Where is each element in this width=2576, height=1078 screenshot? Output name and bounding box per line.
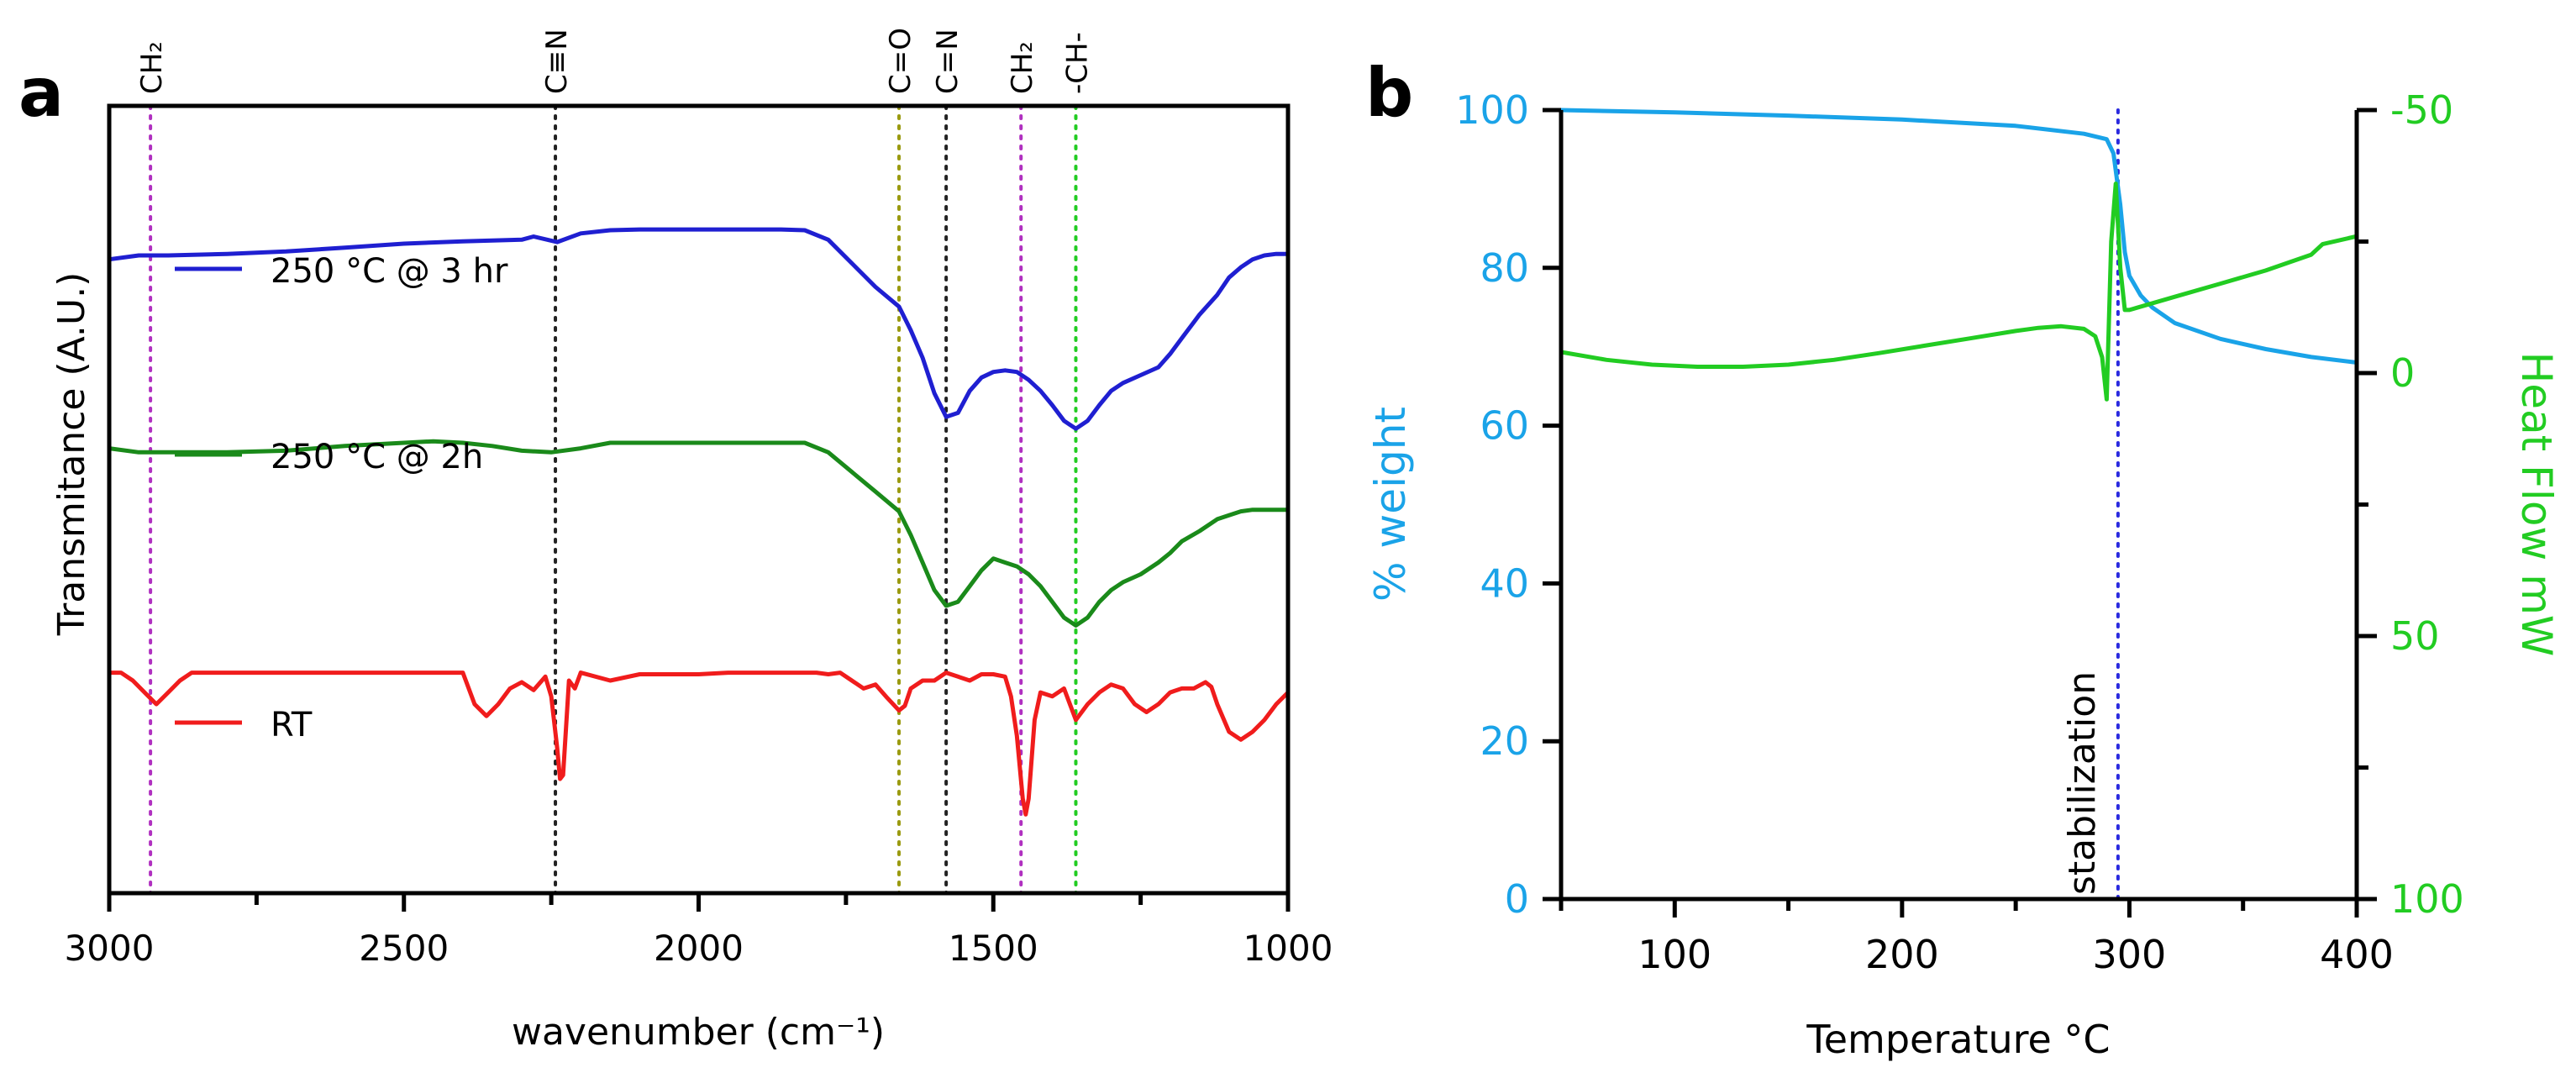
annotation-label-5: -CH- bbox=[1060, 32, 1094, 94]
x-tick-label-400: 400 bbox=[2320, 932, 2394, 977]
left-tick-label-100: 100 bbox=[1455, 87, 1529, 133]
stabilization-label: stabilization bbox=[2061, 671, 2104, 895]
panel-a: a CH₂ C≡N C=O C=N CH₂ -CH- 250 °C @ 3 hr 250 … bbox=[18, 28, 1333, 1054]
x-tick-label-1500: 1500 bbox=[949, 928, 1038, 969]
x-axis-ticks: 100 200 300 400 bbox=[1559, 899, 2394, 977]
series-line-1 bbox=[108, 439, 1288, 628]
series-line-heat-flow bbox=[1560, 181, 2358, 402]
x-tick-label-3000: 3000 bbox=[65, 928, 155, 969]
left-tick-label-80: 80 bbox=[1480, 245, 1529, 291]
x-axis-label: wavenumber (cm⁻¹) bbox=[512, 1011, 885, 1054]
annotation-label-4: CH₂ bbox=[1006, 41, 1039, 94]
spectra-series bbox=[108, 227, 1290, 817]
left-tick-label-60: 60 bbox=[1480, 403, 1529, 449]
x-tick-label-300: 300 bbox=[2093, 932, 2167, 977]
right-tick-label-1: 0 bbox=[2390, 350, 2415, 396]
legend-label-2h: 250 °C @ 2h bbox=[271, 438, 483, 476]
tga-series bbox=[1560, 108, 2358, 402]
legend-item-3hr: 250 °C @ 3 hr bbox=[175, 252, 508, 291]
legend-item-2h: 250 °C @ 2h bbox=[175, 438, 483, 476]
annotation-label-2: C=O bbox=[884, 28, 917, 94]
series-line-2 bbox=[109, 670, 1290, 817]
series-line-0 bbox=[108, 227, 1288, 431]
annotation-label-3: C=N bbox=[931, 29, 965, 94]
annotation-stabilization: stabilization bbox=[2061, 108, 2120, 901]
panel-b: b stabilization 0 20 40 60 80 100 -50 0 50 100 1… bbox=[1365, 54, 2561, 1062]
annotation-label-0: CH₂ bbox=[135, 41, 169, 94]
panel-a-letter: a bbox=[18, 54, 64, 132]
left-tick-label-0: 0 bbox=[1505, 876, 1529, 922]
panel-b-letter: b bbox=[1365, 54, 1413, 132]
series-line-weight bbox=[1560, 108, 2358, 365]
legend-label-rt: RT bbox=[271, 706, 313, 744]
x-tick-label-2000: 2000 bbox=[654, 928, 744, 969]
x-axis-ticks: 3000 2500 2000 1500 1000 bbox=[65, 893, 1333, 969]
x-tick-label-1000: 1000 bbox=[1243, 928, 1333, 969]
legend-label-3hr: 250 °C @ 3 hr bbox=[271, 252, 508, 291]
x-axis-label: Temperature °C bbox=[1806, 1017, 2110, 1062]
x-tick-label-200: 200 bbox=[1865, 932, 1939, 977]
right-axis-label: Heat Flow mW bbox=[2512, 352, 2561, 657]
annotation-label-1: C≡N bbox=[540, 29, 574, 94]
x-tick-label-2500: 2500 bbox=[359, 928, 449, 969]
left-axis-ticks: 0 20 40 60 80 100 bbox=[1455, 87, 1561, 922]
plot-frame bbox=[107, 103, 1291, 896]
annotation-labels: CH₂ C≡N C=O C=N CH₂ -CH- bbox=[135, 28, 1094, 94]
x-tick-label-100: 100 bbox=[1638, 932, 1711, 977]
annotation-lines bbox=[149, 104, 1078, 895]
right-tick-label-3: 100 bbox=[2390, 876, 2464, 922]
right-axis-ticks: -50 0 50 100 bbox=[2357, 87, 2464, 922]
left-axis-label: % weight bbox=[1366, 407, 1415, 602]
legend-item-rt: RT bbox=[175, 706, 313, 744]
legend: 250 °C @ 3 hr 250 °C @ 2h RT bbox=[175, 252, 508, 744]
right-tick-label-0: -50 bbox=[2390, 87, 2453, 133]
left-tick-label-40: 40 bbox=[1480, 560, 1529, 606]
right-tick-label-2: 50 bbox=[2390, 613, 2440, 659]
y-axis-label: Transmitance (A.U.) bbox=[50, 272, 93, 637]
left-tick-label-20: 20 bbox=[1480, 718, 1529, 764]
